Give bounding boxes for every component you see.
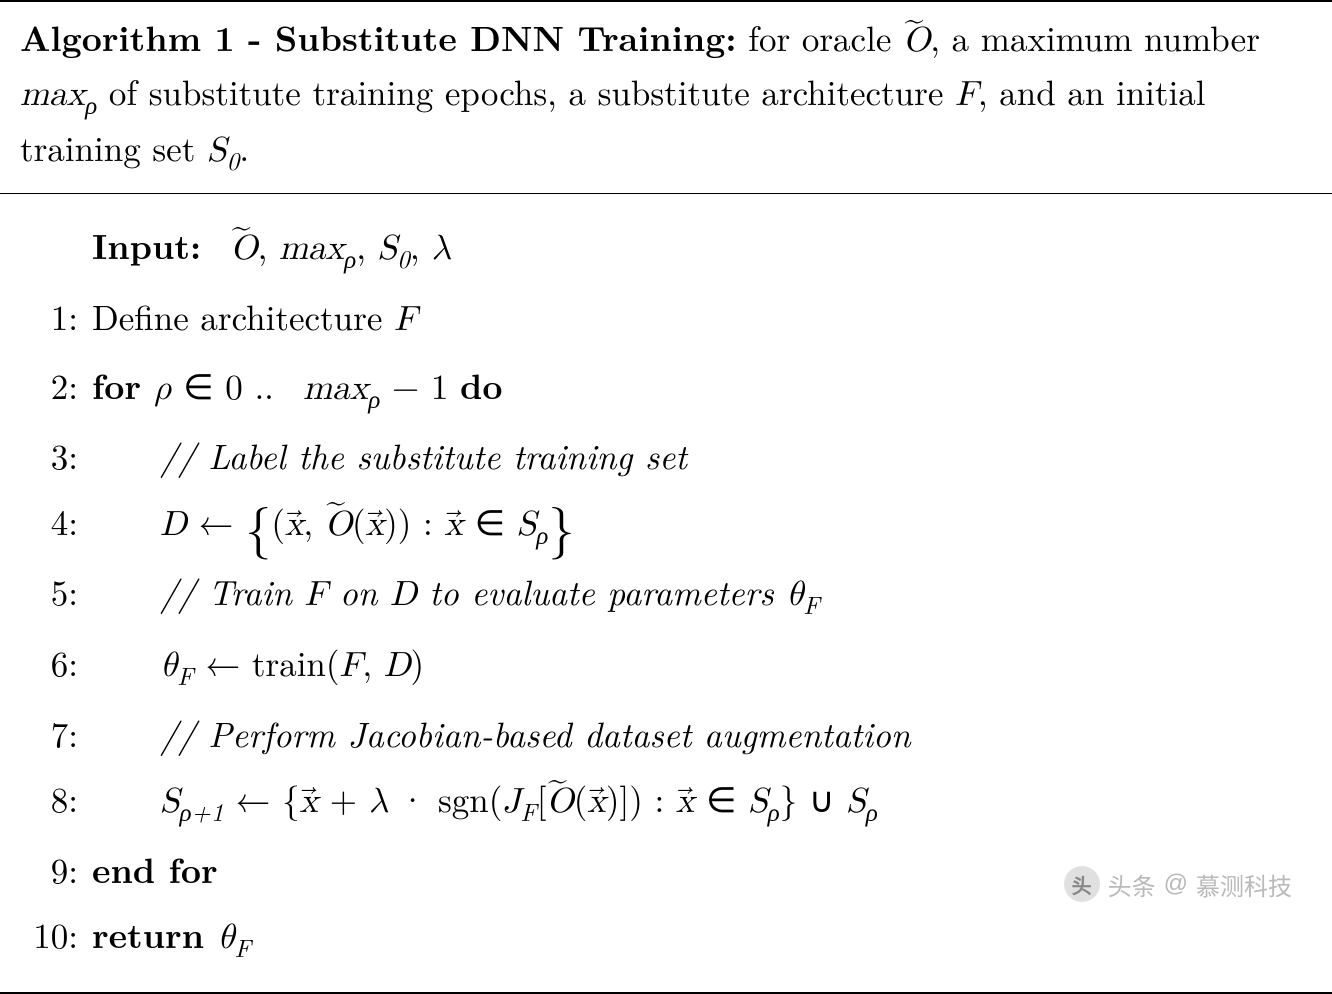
line-4: 4: D ← {(x, O(x)) : x ∈ Sρ} bbox=[20, 492, 1312, 557]
lineno-1: 1: bbox=[20, 287, 92, 347]
watermark-prefix: 头条 bbox=[1108, 867, 1156, 902]
l4-d: D bbox=[160, 507, 187, 542]
lineno-8: 8: bbox=[20, 769, 92, 829]
line-1: 1: Define architecture F bbox=[20, 287, 1312, 350]
input-maxp: max bbox=[279, 231, 344, 266]
l4-x2: x bbox=[366, 495, 384, 555]
lineno-2: 2: bbox=[20, 356, 92, 416]
watermark-name: 慕测科技 bbox=[1196, 867, 1292, 902]
input-lambda: λ bbox=[431, 231, 450, 266]
line-8: 8: Sρ+1 ← {x + λ · sgn(JF[O(x)]) : x ∈ S… bbox=[20, 769, 1312, 834]
line-2: 2: for ρ ∈ 0 .. maxρ − 1 do bbox=[20, 356, 1312, 421]
lineno-7: 7: bbox=[20, 704, 92, 764]
header-desc-1: for oracle bbox=[737, 13, 903, 62]
lineno-6: 6: bbox=[20, 633, 92, 693]
l8-x3: x bbox=[676, 772, 694, 832]
l8-x1: x bbox=[300, 772, 318, 832]
maxp-symbol: max bbox=[20, 77, 85, 112]
header-desc-5: . bbox=[239, 123, 249, 172]
algorithm-title: Algorithm 1 - Substitute DNN Training: bbox=[20, 12, 737, 62]
header-desc-2: , a maximum number bbox=[930, 13, 1260, 62]
lineno-9: 9: bbox=[20, 840, 92, 900]
l3-comment: // Label the substitute training set bbox=[92, 426, 1312, 486]
l6-train: train bbox=[252, 638, 326, 687]
line-6: 6: θF ← train(F, D) bbox=[20, 633, 1312, 698]
line-5: 5: // Train F on D to evaluate parameter… bbox=[20, 562, 1312, 627]
l8-x2: x bbox=[587, 772, 605, 832]
s0-sub: 0 bbox=[226, 143, 239, 178]
l4-x3: x bbox=[444, 495, 462, 555]
l2-maxp: max bbox=[303, 371, 368, 406]
l2-for: for bbox=[92, 360, 154, 410]
l6-theta: θ bbox=[160, 648, 177, 683]
input-line: Input: O, maxρ, S0, λ bbox=[20, 216, 1312, 281]
input-oracle: O bbox=[230, 219, 257, 279]
l2-rho: ρ bbox=[154, 371, 171, 406]
lineno-5: 5: bbox=[20, 562, 92, 622]
maxp-sub: ρ bbox=[85, 87, 97, 122]
l4-oracle: O bbox=[325, 495, 352, 555]
l8-oracle: O bbox=[547, 772, 574, 832]
line-10: 10: return θF bbox=[20, 905, 1312, 970]
l10-theta: θ bbox=[217, 920, 234, 955]
lineno-4: 4: bbox=[20, 492, 92, 552]
l2-minus1: − 1 bbox=[380, 361, 460, 410]
line-7: 7: // Perform Jacobian-based dataset aug… bbox=[20, 704, 1312, 764]
algorithm-header: Algorithm 1 - Substitute DNN Training: f… bbox=[0, 2, 1332, 194]
l1-text: Define architecture bbox=[92, 292, 394, 341]
watermark-at: @ bbox=[1164, 870, 1188, 898]
s0-symbol: S bbox=[207, 133, 226, 168]
line-3: 3: // Label the substitute training set bbox=[20, 426, 1312, 486]
lineno-10: 10: bbox=[20, 905, 92, 965]
algorithm-block: Algorithm 1 - Substitute DNN Training: f… bbox=[0, 0, 1332, 994]
l4-s: S bbox=[517, 507, 536, 542]
lineno-3: 3: bbox=[20, 426, 92, 486]
l10-return: return bbox=[92, 909, 217, 959]
watermark: 头 头条 @ 慕测科技 bbox=[1064, 866, 1292, 902]
l1-f: F bbox=[394, 302, 417, 337]
input-label: Input: bbox=[92, 220, 201, 270]
l4-x1: x bbox=[285, 495, 303, 555]
input-s0: S bbox=[378, 231, 397, 266]
l8-s: S bbox=[160, 784, 179, 819]
l8-sgn: sgn bbox=[438, 774, 489, 823]
watermark-icon: 头 bbox=[1064, 866, 1100, 902]
l2-in: ∈ 0 .. bbox=[172, 361, 286, 410]
header-desc-3: of substitute training epochs, a substit… bbox=[97, 67, 955, 116]
oracle-symbol: O bbox=[903, 16, 930, 67]
l7-comment: // Perform Jacobian-based dataset augmen… bbox=[92, 704, 1312, 764]
f-symbol: F bbox=[955, 77, 978, 112]
l2-do: do bbox=[460, 360, 503, 410]
